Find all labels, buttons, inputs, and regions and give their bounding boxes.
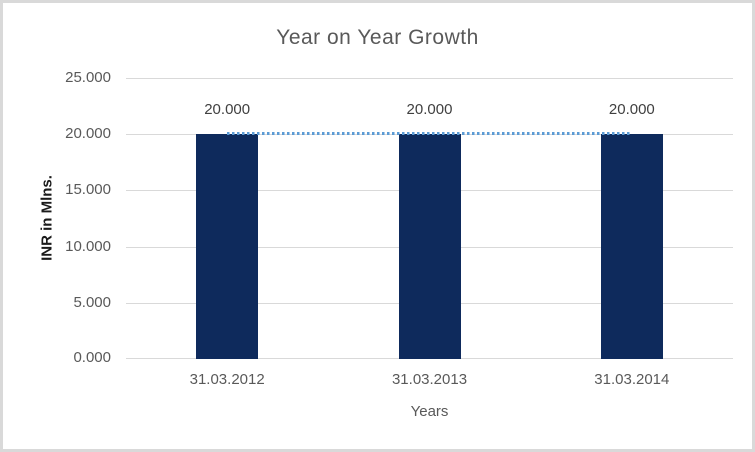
- bar[interactable]: [601, 134, 663, 359]
- plot-area: 20.000 20.000 20.000: [126, 78, 733, 359]
- bar-data-label: 20.000: [204, 101, 251, 118]
- bar-data-label: 20.000: [608, 101, 655, 118]
- y-tick-label: 20.000: [65, 125, 111, 142]
- trendline[interactable]: [227, 132, 632, 135]
- y-tick-label: 15.000: [65, 181, 111, 198]
- bar-data-label: 20.000: [406, 101, 453, 118]
- x-axis-title: Years: [410, 403, 449, 420]
- gridline: [126, 78, 733, 79]
- y-axis-tick-labels: 0.000 5.000 10.000 15.000 20.000 25.000: [31, 69, 111, 366]
- chart-title: Year on Year Growth: [276, 26, 479, 49]
- y-tick-label: 10.000: [65, 238, 111, 255]
- y-tick-label: 0.000: [73, 349, 111, 366]
- bar[interactable]: [196, 134, 258, 359]
- x-tick-label: 31.03.2013: [391, 371, 468, 388]
- y-tick-label: 5.000: [73, 294, 111, 311]
- x-axis-tick-labels: 31.03.2012 31.03.2013 31.03.2014: [126, 359, 733, 393]
- x-tick-label: 31.03.2012: [189, 371, 265, 388]
- y-tick-label: 25.000: [65, 69, 111, 86]
- bar[interactable]: [399, 134, 461, 359]
- x-tick-label: 31.03.2014: [594, 371, 670, 388]
